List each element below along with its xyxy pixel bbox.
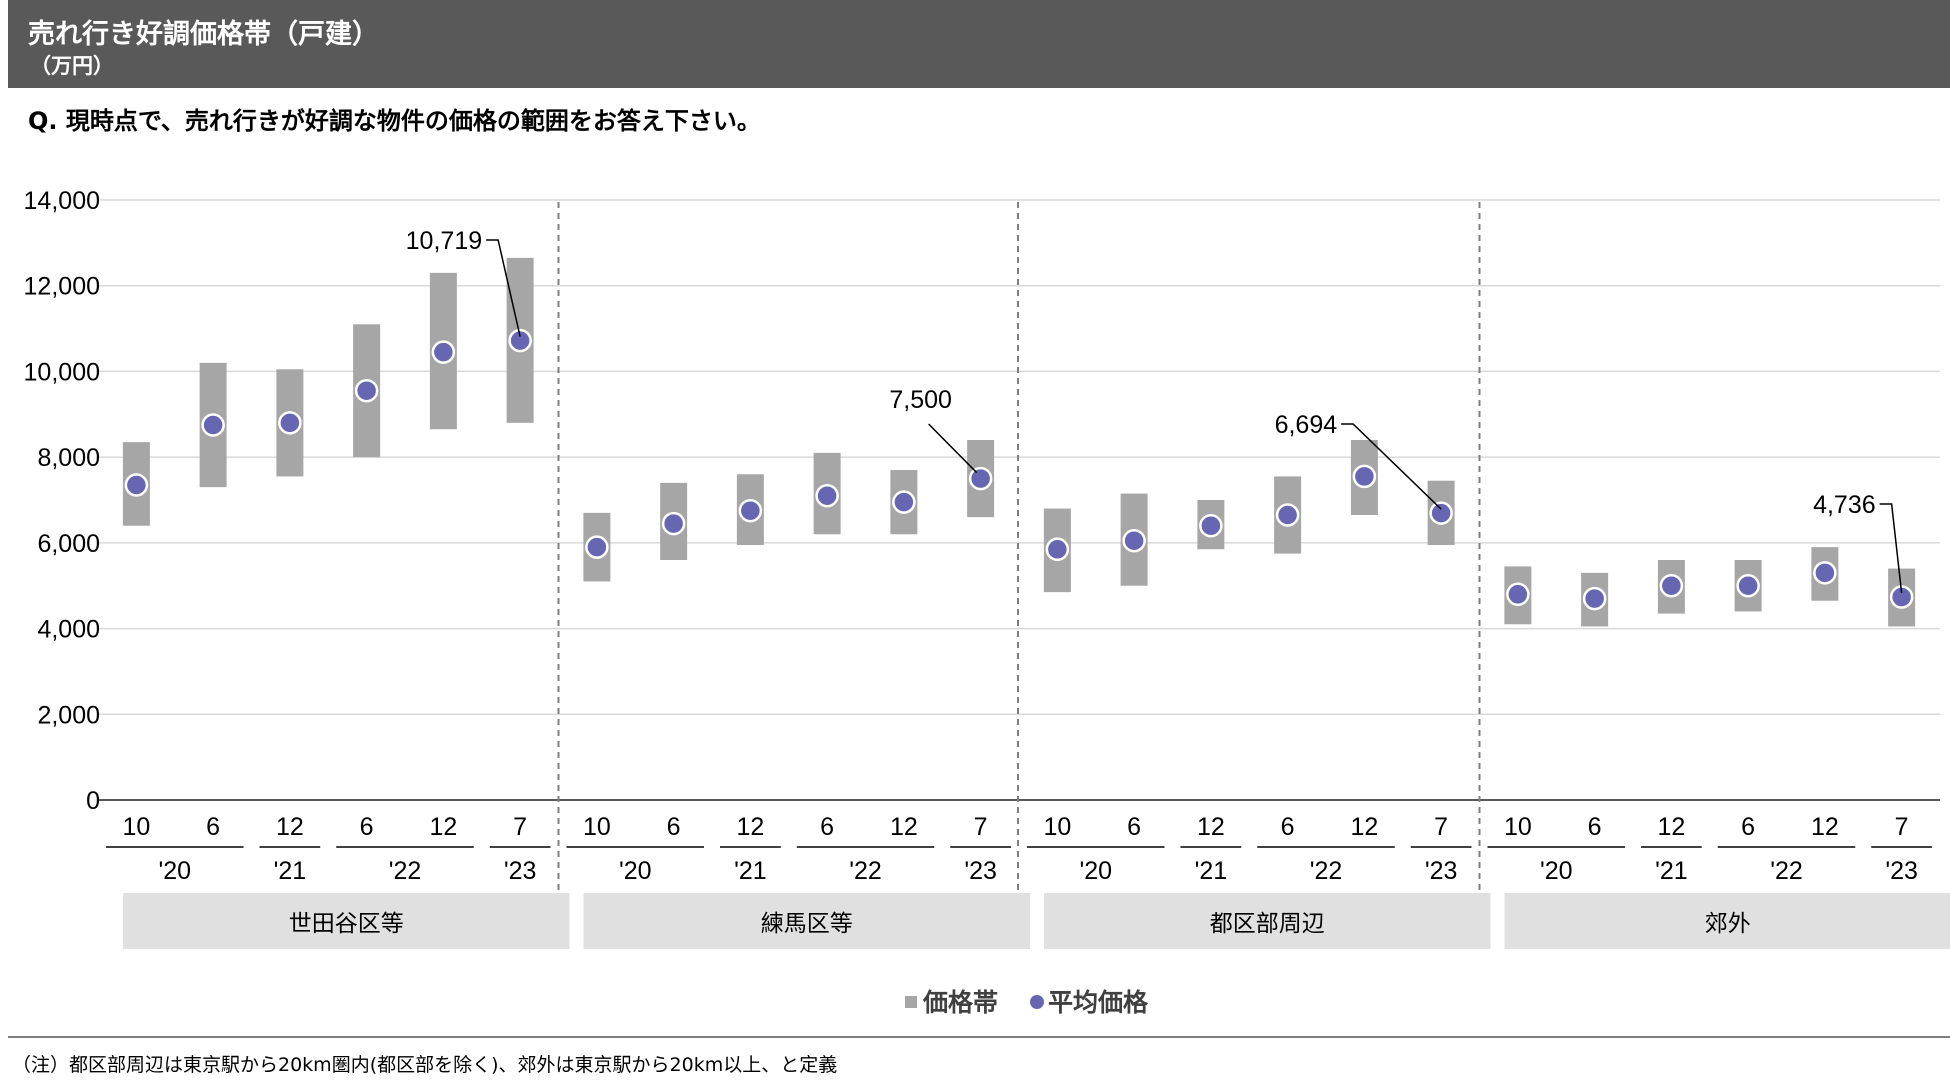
legend-average-marker bbox=[1030, 995, 1044, 1009]
group-label-box bbox=[583, 893, 1030, 949]
y-tick-label: 12,000 bbox=[24, 273, 100, 301]
average-callout-label: 10,719 bbox=[406, 227, 482, 255]
average-price-marker bbox=[1659, 573, 1684, 598]
average-price-marker bbox=[892, 490, 916, 514]
average-price-marker bbox=[1352, 464, 1377, 489]
year-label: '23 bbox=[504, 857, 537, 885]
year-label: '22 bbox=[389, 857, 422, 885]
question-text: Q. 現時点で、売れ行きが好調な物件の価格の範囲をお答え下さい。 bbox=[28, 107, 761, 135]
average-callout-label: 7,500 bbox=[889, 386, 952, 414]
x-tick-label: 10 bbox=[1504, 813, 1532, 841]
x-tick-label: 6 bbox=[820, 813, 834, 841]
average-price-marker bbox=[1429, 501, 1453, 525]
x-tick-label: 6 bbox=[667, 813, 681, 841]
average-callout-label: 6,694 bbox=[1275, 411, 1338, 439]
year-label: '23 bbox=[1885, 857, 1918, 885]
group-label: 世田谷区等 bbox=[289, 910, 404, 936]
average-price-marker bbox=[431, 340, 456, 364]
header-bar: 売れ行き好調価格帯（戸建） （万円） bbox=[8, 0, 1950, 88]
x-tick-label: 6 bbox=[360, 813, 374, 841]
footnote: （注）都区部周辺は東京駅から20km圏内(都区部を除く)、郊外は東京駅から20k… bbox=[12, 1054, 838, 1076]
x-tick-label: 12 bbox=[1811, 813, 1839, 841]
group-label-box bbox=[1044, 893, 1491, 949]
x-tick-label: 12 bbox=[1657, 813, 1685, 841]
year-label: '22 bbox=[1770, 857, 1803, 885]
average-price-marker bbox=[278, 411, 302, 435]
average-price-marker bbox=[1506, 582, 1530, 607]
y-tick-label: 8,000 bbox=[37, 444, 100, 472]
year-label: '21 bbox=[274, 857, 307, 885]
year-label: '23 bbox=[964, 857, 997, 885]
x-tick-label: 12 bbox=[736, 813, 764, 841]
group-label: 郊外 bbox=[1705, 910, 1751, 936]
y-tick-label: 6,000 bbox=[37, 530, 100, 558]
year-label: '23 bbox=[1425, 857, 1458, 885]
average-price-marker bbox=[508, 328, 532, 353]
average-price-marker bbox=[1199, 513, 1223, 538]
y-tick-label: 4,000 bbox=[37, 616, 100, 644]
chart-title: 売れ行き好調価格帯（戸建） bbox=[28, 19, 379, 50]
year-label: '21 bbox=[734, 857, 767, 885]
year-label: '20 bbox=[1079, 857, 1112, 885]
x-tick-label: 12 bbox=[1197, 813, 1225, 841]
average-price-marker bbox=[815, 483, 839, 508]
callout-leader bbox=[1879, 503, 1903, 594]
year-label: '22 bbox=[1310, 857, 1343, 885]
y-tick-label: 0 bbox=[86, 787, 100, 815]
x-tick-label: 6 bbox=[1127, 813, 1141, 841]
x-tick-label: 6 bbox=[1588, 813, 1602, 841]
x-tick-label: 6 bbox=[206, 813, 220, 841]
callout-leader bbox=[928, 423, 978, 474]
x-tick-label: 12 bbox=[429, 813, 457, 841]
year-label: '20 bbox=[619, 857, 652, 885]
average-price-marker bbox=[124, 473, 149, 497]
x-tick-label: 7 bbox=[1895, 813, 1909, 841]
average-price-marker bbox=[1122, 528, 1146, 553]
footnote-divider bbox=[8, 1036, 1950, 1038]
price-range-chart: 0 2,000 4,000 6,000 8,000 10,000 12,000 14,000 1… bbox=[24, 187, 1950, 1017]
group-label: 都区部周辺 bbox=[1210, 910, 1325, 936]
y-tick-label: 10,000 bbox=[24, 358, 100, 386]
x-tick-label: 7 bbox=[1434, 813, 1448, 841]
y-tick-label: 14,000 bbox=[24, 187, 100, 215]
year-label: '21 bbox=[1195, 857, 1228, 885]
x-tick-label: 10 bbox=[122, 813, 150, 841]
legend-band-swatch bbox=[905, 996, 917, 1008]
year-label: '20 bbox=[1540, 857, 1573, 885]
average-price-marker bbox=[1736, 573, 1760, 598]
year-label: '22 bbox=[849, 857, 882, 885]
group-label-box bbox=[123, 893, 570, 949]
average-price-marker bbox=[661, 511, 686, 536]
group-label: 練馬区等 bbox=[761, 910, 853, 936]
average-callout-label: 4,736 bbox=[1813, 491, 1876, 519]
callout-leader bbox=[486, 239, 521, 337]
x-tick-label: 7 bbox=[974, 813, 988, 841]
unit-label: （万円） bbox=[30, 54, 114, 78]
group-label-box bbox=[1504, 893, 1950, 949]
x-tick-label: 6 bbox=[1281, 813, 1295, 841]
year-label: '21 bbox=[1655, 857, 1688, 885]
x-tick-label: 6 bbox=[1741, 813, 1755, 841]
x-tick-label: 7 bbox=[513, 813, 527, 841]
average-price-marker bbox=[354, 378, 379, 403]
x-tick-label: 12 bbox=[1350, 813, 1378, 841]
x-tick-label: 10 bbox=[1043, 813, 1071, 841]
average-price-marker bbox=[1275, 503, 1300, 527]
x-tick-label: 12 bbox=[276, 813, 304, 841]
average-price-marker bbox=[1582, 586, 1607, 611]
average-price-marker bbox=[1045, 537, 1070, 562]
average-price-marker bbox=[1813, 561, 1837, 585]
legend-average-label: 平均価格 bbox=[1048, 988, 1149, 1017]
legend-band-label: 価格帯 bbox=[922, 988, 998, 1017]
callout-leader bbox=[1341, 423, 1442, 510]
average-price-marker bbox=[738, 498, 763, 523]
average-price-marker bbox=[968, 466, 993, 491]
average-price-marker bbox=[201, 413, 225, 437]
year-label: '20 bbox=[158, 857, 191, 885]
average-price-marker bbox=[585, 535, 609, 559]
x-tick-label: 10 bbox=[583, 813, 611, 841]
y-tick-label: 2,000 bbox=[37, 701, 100, 729]
x-tick-label: 12 bbox=[890, 813, 918, 841]
